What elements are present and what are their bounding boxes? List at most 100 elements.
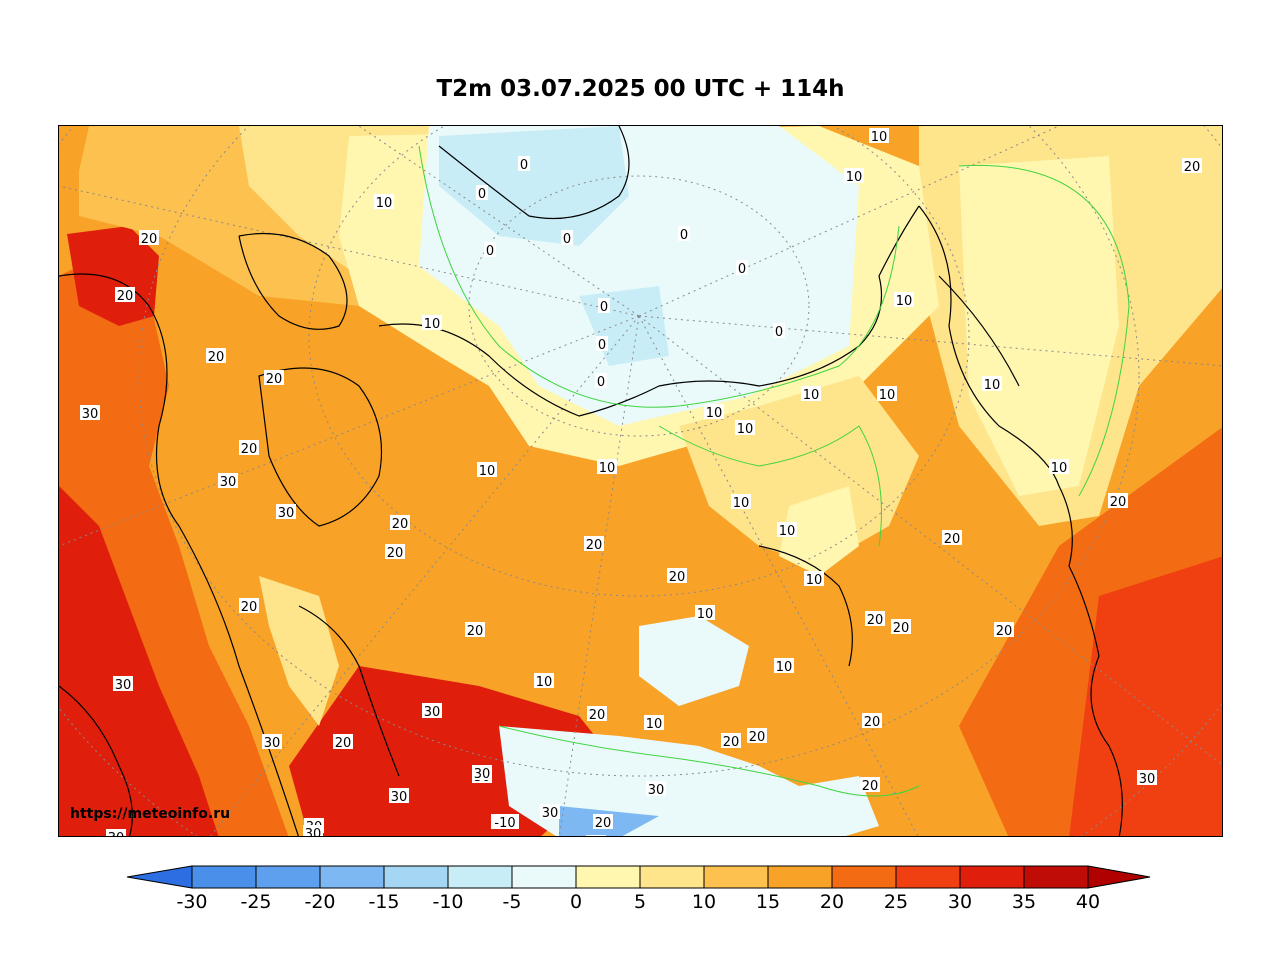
contour-label-text: 10 [846,170,863,185]
colorbar-tick: 10 [691,891,717,913]
contour-label-bg [139,230,159,245]
contour-label-bg [646,781,666,796]
contour-label: 10 [877,386,897,403]
contour-label: 20 [139,230,159,247]
contour-label-bg [777,522,797,537]
contour-label-bg [774,658,794,673]
contour-label: 20 [264,370,284,387]
contour-label: 10 [374,194,394,211]
contour-label-bg [735,420,755,435]
contour-label: 30 [646,781,666,798]
contour-label: 10 [804,571,824,588]
field-10-15-baikal [779,486,859,576]
contour-label-bg [869,128,889,143]
colorbar-cell [255,865,321,889]
contour-label-bg [540,804,560,819]
contour-label: 30 [113,676,133,693]
field-35-east [1069,556,1222,836]
contour-label-text: 10 [1051,461,1068,476]
contour-label-text: 0 [563,232,571,247]
contour-label-bg [667,568,687,583]
contour-label-bg [844,168,864,183]
contour-label: 20 [994,622,1014,639]
contour-label-text: 20 [266,372,283,387]
contour-label-bg [465,622,485,637]
contour-label-bg [385,544,405,559]
contour-label-bg [1182,158,1202,173]
contour-label-text: 30 [115,678,132,693]
contour-label-bg [982,376,1002,391]
contour-label-bg [773,323,785,338]
colorbar-cell [767,865,833,889]
contour-label-bg [561,230,573,245]
contour-label: 0 [773,323,785,340]
contour-label-bg [534,673,554,688]
contour-label-bg [484,242,496,257]
contour-label: 30 [262,734,282,751]
contour-label-text: 20 [749,730,766,745]
contour-label-text: 30 [542,806,559,821]
contour-label-text: 10 [803,388,820,403]
contour-label: 30 [540,804,560,821]
contour-label-bg [422,315,442,330]
contour-label-text: 30 [108,831,125,837]
contour-label-text: 20 [1184,160,1201,175]
contour-label: 20 [587,706,607,723]
contour-label-text: 10 [779,524,796,539]
contour-label-bg [476,185,488,200]
contour-label-bg [865,611,885,626]
map-canvas: 0 0 0 0 0 0 0 0 0 0 10 10 10 10 10 10 10 10 10 10 10 10 10 10 10… [59,126,1222,837]
contour-label: 0 [736,260,748,277]
contour-label-text: 10 [871,130,888,145]
contour-label: 30 [303,825,323,837]
contour-label-text: -10 [494,816,515,831]
contour-label-bg [491,814,519,829]
contour-label: 0 [476,185,488,202]
colorbar-tick: -25 [240,891,272,913]
contour-label-text: 20 [944,532,961,547]
contour-label-text: 30 [305,827,322,837]
contour-label: 10 [801,386,821,403]
contour-label-bg [389,788,409,803]
contour-label: 10 [597,459,617,476]
colorbar-cells [126,865,1151,889]
colorbar-cell [511,865,577,889]
contour-label-text: 30 [424,705,441,720]
contour-label: 20 [239,440,259,457]
contour-label: 20 [1182,158,1202,175]
contour-label-text: 20 [335,736,352,751]
contour-label-bg [115,287,135,302]
contour-label-text: 0 [486,244,494,259]
contour-label-bg [80,405,100,420]
contour-label-text: 10 [879,388,896,403]
graticule-lines [59,126,1222,836]
colorbar-tick: -15 [368,891,400,913]
contour-label-text: 20 [467,624,484,639]
contour-label: -10 [491,814,519,831]
contour-label-text: 10 [599,461,616,476]
contour-label-bg [264,370,284,385]
map-title: T2m 03.07.2025 00 UTC + 114h [436,76,845,102]
contour-label-text: 20 [589,708,606,723]
contour-label-bg [678,226,690,241]
contour-label-bg [218,473,238,488]
contour-label-bg [239,598,259,613]
field-10-15-pacific [959,156,1119,496]
contour-label-bg [586,835,606,836]
contour-label: 10 [735,420,755,437]
contour-label: 20 [385,544,405,561]
contour-label-bg [113,676,133,691]
contour-label-text: 20 [208,350,225,365]
contour-label-text: 30 [278,506,295,521]
contour-label-text: 30 [648,783,665,798]
colorbar-tick: 20 [819,891,845,913]
contour-label-bg [422,703,442,718]
contour-label-text: 10 [984,378,1001,393]
contour-label: 20 [860,777,880,794]
contour-label-text: 0 [597,375,605,390]
temperature-map: 0 0 0 0 0 0 0 0 0 0 10 10 10 10 10 10 10 10 10 10 10 10 10 10 10… [58,125,1223,837]
colorbar-cell [1023,865,1089,889]
contour-label-bg [276,504,296,519]
contour-label-text: 0 [600,300,608,315]
contour-label: 20 [667,568,687,585]
